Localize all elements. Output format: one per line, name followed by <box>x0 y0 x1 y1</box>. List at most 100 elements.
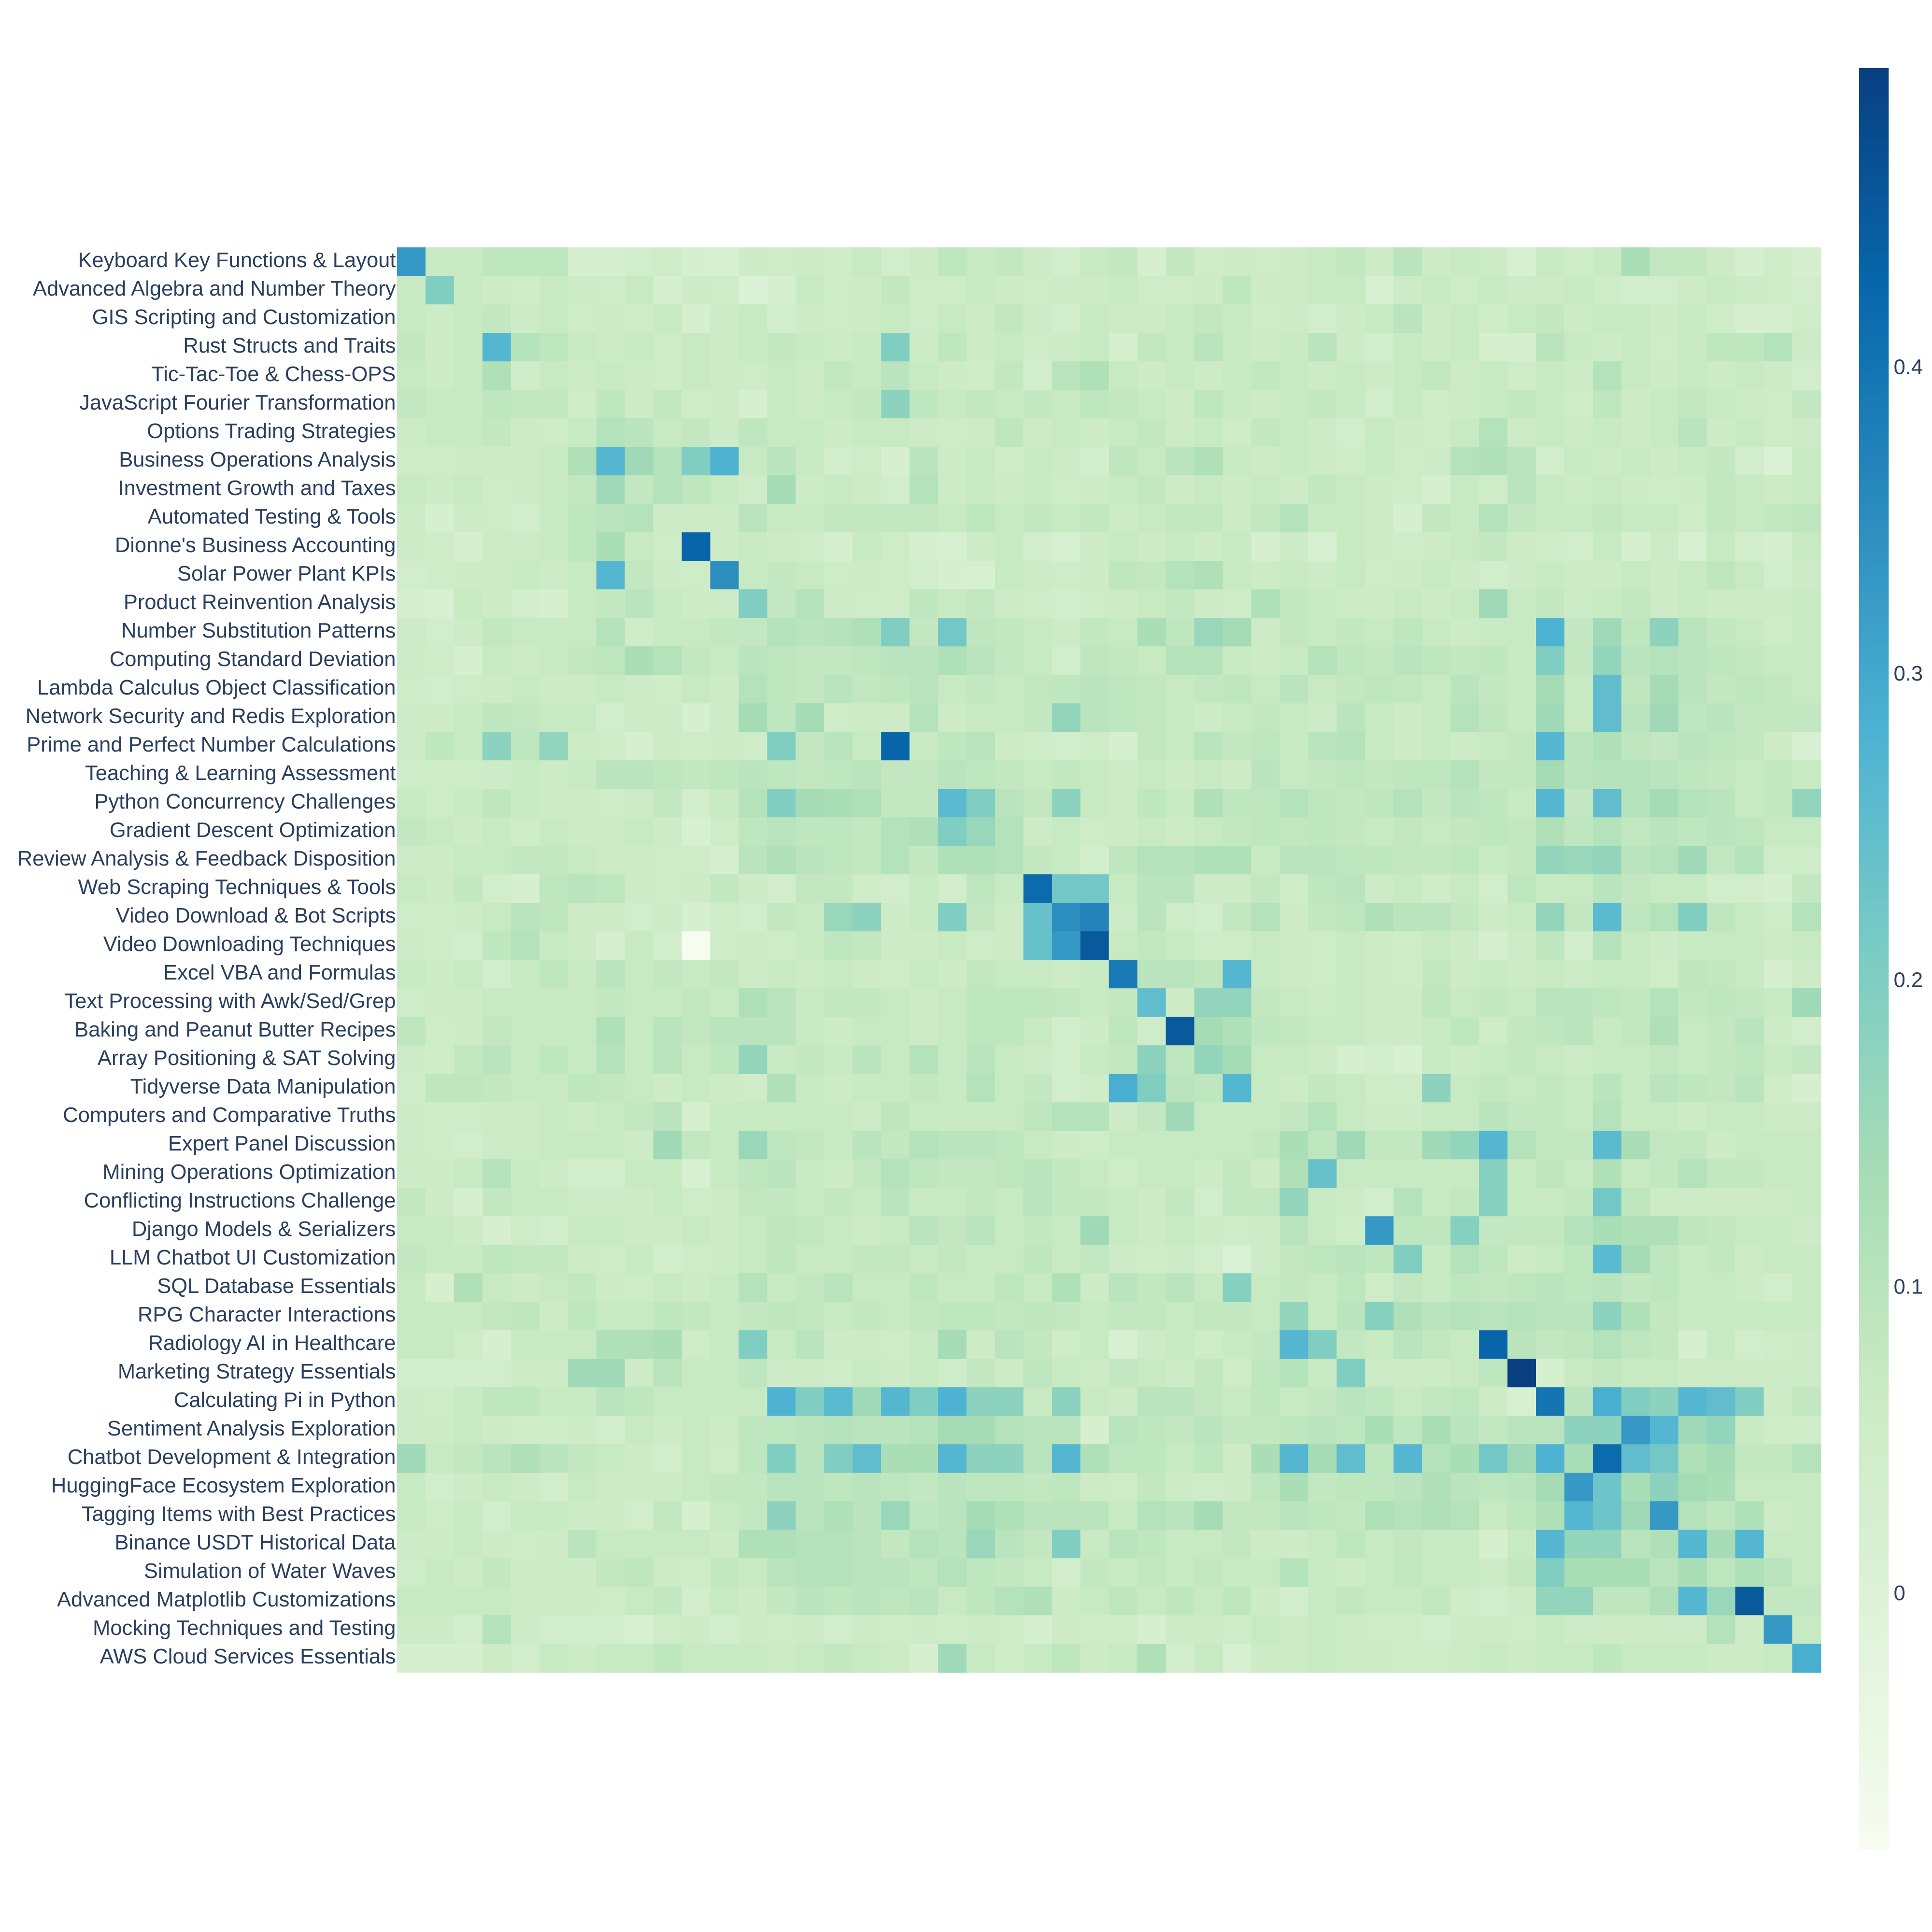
heatmap-cell <box>1678 276 1707 305</box>
heatmap-cell <box>1080 1245 1109 1274</box>
heatmap-cell <box>824 247 853 277</box>
heatmap-cell <box>1051 333 1081 362</box>
heatmap-cell <box>1592 1216 1622 1246</box>
heatmap-cell <box>653 618 682 647</box>
heatmap-cell <box>1051 361 1081 391</box>
heatmap-cell <box>1678 1387 1707 1417</box>
heatmap-cell <box>482 732 511 761</box>
heatmap-cell <box>1393 1188 1423 1217</box>
heatmap-cell <box>881 475 910 505</box>
heatmap-cell <box>454 1045 483 1075</box>
heatmap-cell <box>824 1587 853 1616</box>
heatmap-cell <box>1792 988 1821 1018</box>
heatmap-cell <box>1108 1416 1138 1445</box>
heatmap-cell <box>1194 1302 1223 1331</box>
heatmap-cell <box>1763 1245 1793 1274</box>
heatmap-cell <box>1479 1188 1508 1217</box>
heatmap-cell <box>1023 1444 1052 1474</box>
heatmap-cell <box>966 1302 995 1331</box>
heatmap-cell <box>1165 333 1195 362</box>
heatmap-cell <box>1308 675 1337 704</box>
heatmap-cell <box>1393 361 1423 391</box>
heatmap-cell <box>454 475 483 505</box>
heatmap-cell <box>1080 561 1109 590</box>
heatmap-cell <box>1621 846 1650 875</box>
heatmap-cell <box>767 1102 796 1132</box>
heatmap-cell <box>397 903 426 932</box>
heatmap-cell <box>881 589 910 619</box>
heatmap-cell <box>1137 1188 1166 1217</box>
heatmap-cell <box>1564 1159 1593 1189</box>
heatmap-cell <box>1251 532 1280 562</box>
heatmap-cell <box>1365 532 1394 562</box>
heatmap-cell <box>625 1444 654 1474</box>
heatmap-cell <box>1279 960 1309 989</box>
heatmap-cell <box>1564 390 1593 419</box>
heatmap-cell <box>1536 1501 1565 1531</box>
heatmap-cell <box>682 1444 711 1474</box>
heatmap-cell <box>1165 703 1195 733</box>
y-tick-label: RPG Character Interactions <box>138 1303 396 1326</box>
heatmap-cell <box>710 418 739 448</box>
heatmap-cell <box>881 1359 910 1388</box>
heatmap-cell <box>966 1615 995 1645</box>
heatmap-cell <box>653 390 682 419</box>
heatmap-cell <box>1592 1017 1622 1046</box>
heatmap-cell <box>1678 1302 1707 1331</box>
heatmap-cell <box>767 1444 796 1474</box>
heatmap-cell <box>682 333 711 362</box>
heatmap-cell <box>1137 475 1166 505</box>
heatmap-cell <box>1279 1330 1309 1360</box>
heatmap-cell <box>1678 475 1707 505</box>
heatmap-cell <box>1279 1074 1309 1103</box>
heatmap-cell <box>1450 504 1480 533</box>
heatmap-cell <box>1393 1416 1423 1445</box>
heatmap-cell <box>1621 703 1650 733</box>
heatmap-cell <box>397 1017 426 1046</box>
heatmap-cell <box>881 646 910 676</box>
heatmap-cell <box>1621 276 1650 305</box>
heatmap-cell <box>1336 504 1366 533</box>
heatmap-cell <box>539 817 568 847</box>
y-tick-label: Array Positioning & SAT Solving <box>98 1047 396 1070</box>
heatmap-cell <box>1251 447 1280 476</box>
heatmap-cell <box>1080 789 1109 818</box>
heatmap-cell <box>796 1473 825 1502</box>
heatmap-cell <box>397 732 426 761</box>
heatmap-cell <box>1308 1302 1337 1331</box>
heatmap-cell <box>1222 447 1252 476</box>
heatmap-cell <box>796 1644 825 1673</box>
heatmap-cell <box>1365 931 1394 961</box>
heatmap-cell <box>1763 675 1793 704</box>
heatmap-cell <box>1649 1530 1679 1559</box>
heatmap-cell <box>1621 304 1650 334</box>
heatmap-cell <box>425 1416 455 1445</box>
heatmap-cell <box>796 1530 825 1559</box>
heatmap-cell <box>1051 1558 1081 1588</box>
heatmap-cell <box>767 931 796 961</box>
heatmap-cell <box>1564 817 1593 847</box>
heatmap-cell <box>596 1587 625 1616</box>
heatmap-cell <box>739 1615 768 1645</box>
heatmap-cell <box>1222 247 1252 277</box>
heatmap-cell <box>568 390 597 419</box>
heatmap-cell <box>1735 675 1764 704</box>
heatmap-cell <box>1365 304 1394 334</box>
heatmap-cell <box>1564 1558 1593 1588</box>
heatmap-cell <box>1365 1359 1394 1388</box>
heatmap-cell <box>1592 931 1622 961</box>
heatmap-cell <box>881 561 910 590</box>
heatmap-cell <box>397 532 426 562</box>
heatmap-cell <box>1450 1102 1480 1132</box>
heatmap-cell <box>682 304 711 334</box>
heatmap-cell <box>852 675 882 704</box>
heatmap-cell <box>1279 447 1309 476</box>
heatmap-cell <box>1536 960 1565 989</box>
heatmap-cell <box>1735 276 1764 305</box>
heatmap-cell <box>1393 703 1423 733</box>
heatmap-cell <box>1536 1359 1565 1388</box>
heatmap-cell <box>994 561 1024 590</box>
heatmap-cell <box>1051 1045 1081 1075</box>
heatmap-cell <box>1308 247 1337 277</box>
heatmap-cell <box>1592 646 1622 676</box>
